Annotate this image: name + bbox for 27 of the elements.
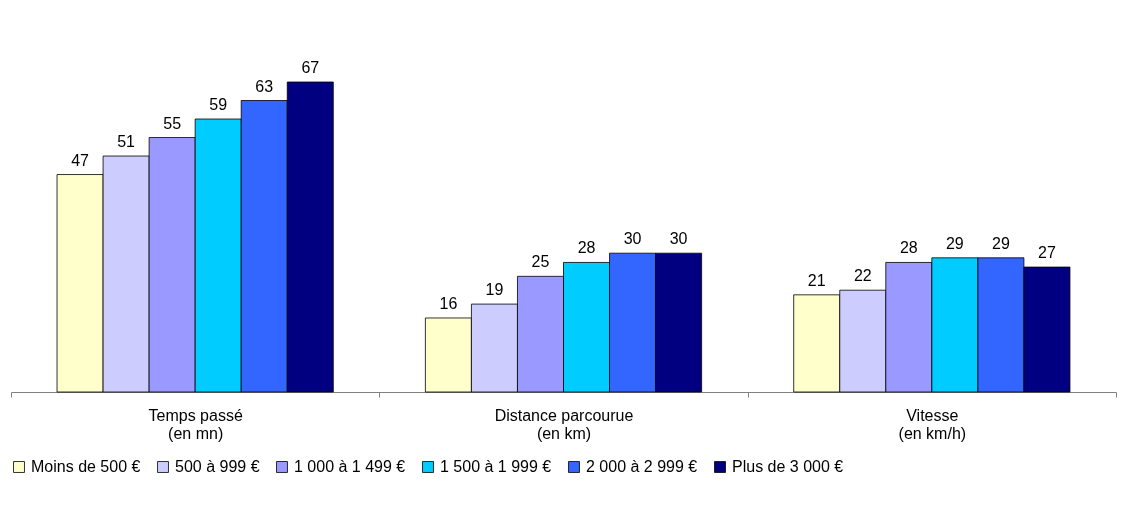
data-label: 22 [853,267,872,285]
data-label: 28 [577,239,596,257]
legend-label: 1 000 à 1 499 € [294,458,406,475]
data-label: 19 [485,281,504,299]
data-label: 51 [117,133,136,151]
data-label: 63 [255,77,274,95]
data-label: 29 [945,234,964,252]
x-tick-label: Temps passé (en mn) [148,406,243,442]
legend-label: 2 000 à 2 999 € [586,458,698,475]
x-tick-label: Distance parcourue (en km) [494,406,634,442]
data-label: 16 [439,294,458,312]
data-label: 21 [807,271,826,289]
data-label: 47 [71,151,90,169]
data-label: 59 [209,96,228,114]
data-label: 28 [899,239,918,257]
data-label: 25 [531,253,550,271]
legend-label: Plus de 3 000 € [732,458,844,475]
data-label: 55 [163,114,182,132]
data-label: 27 [1038,244,1056,262]
data-label: 67 [301,59,320,76]
legend-label: 1 500 à 1 999 € [440,458,552,475]
legend-label: Moins de 500 € [31,458,141,475]
data-label: 30 [669,230,688,248]
data-label: 30 [623,230,642,248]
legend-label: 500 à 999 € [175,458,260,475]
data-label: 29 [992,234,1010,252]
x-tick-label: Vitesse (en km/h) [898,406,967,442]
